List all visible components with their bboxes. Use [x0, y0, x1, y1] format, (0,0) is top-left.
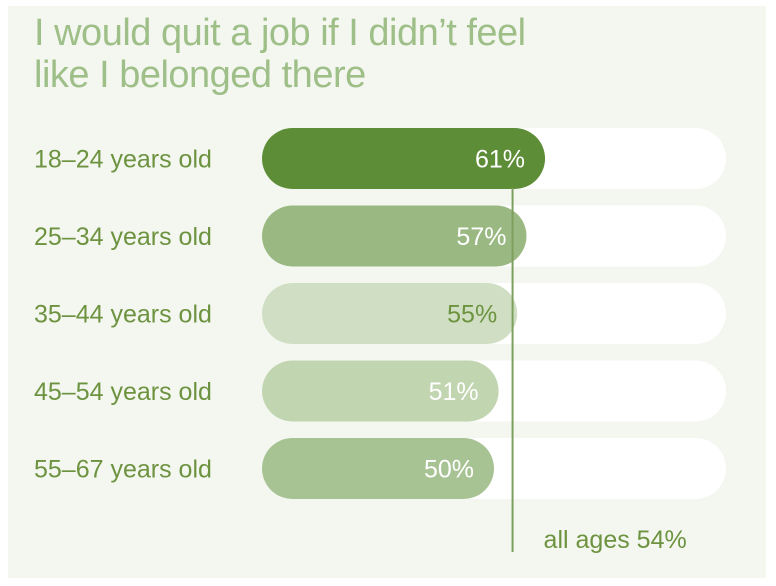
reference-line-label: all ages 54%	[544, 526, 687, 554]
value-label: 50%	[424, 456, 474, 484]
category-label: 55–67 years old	[34, 456, 212, 484]
bar	[262, 283, 518, 344]
bar	[262, 360, 499, 422]
category-label: 45–54 years old	[34, 378, 212, 406]
category-label: 35–44 years old	[34, 301, 212, 329]
bar	[262, 205, 527, 267]
bar	[262, 128, 546, 189]
category-label: 18–24 years old	[34, 146, 212, 174]
category-label: 25–34 years old	[34, 223, 212, 251]
value-label: 51%	[429, 378, 479, 406]
value-label: 57%	[456, 223, 506, 251]
value-label: 61%	[475, 146, 525, 174]
chart-title: I would quit a job if I didn’t feel like…	[34, 12, 526, 96]
chart-title-line-1: I would quit a job if I didn’t feel	[34, 12, 526, 54]
value-label: 55%	[447, 301, 497, 329]
chart-title-line-2: like I belonged there	[34, 54, 366, 96]
bar	[262, 438, 494, 499]
